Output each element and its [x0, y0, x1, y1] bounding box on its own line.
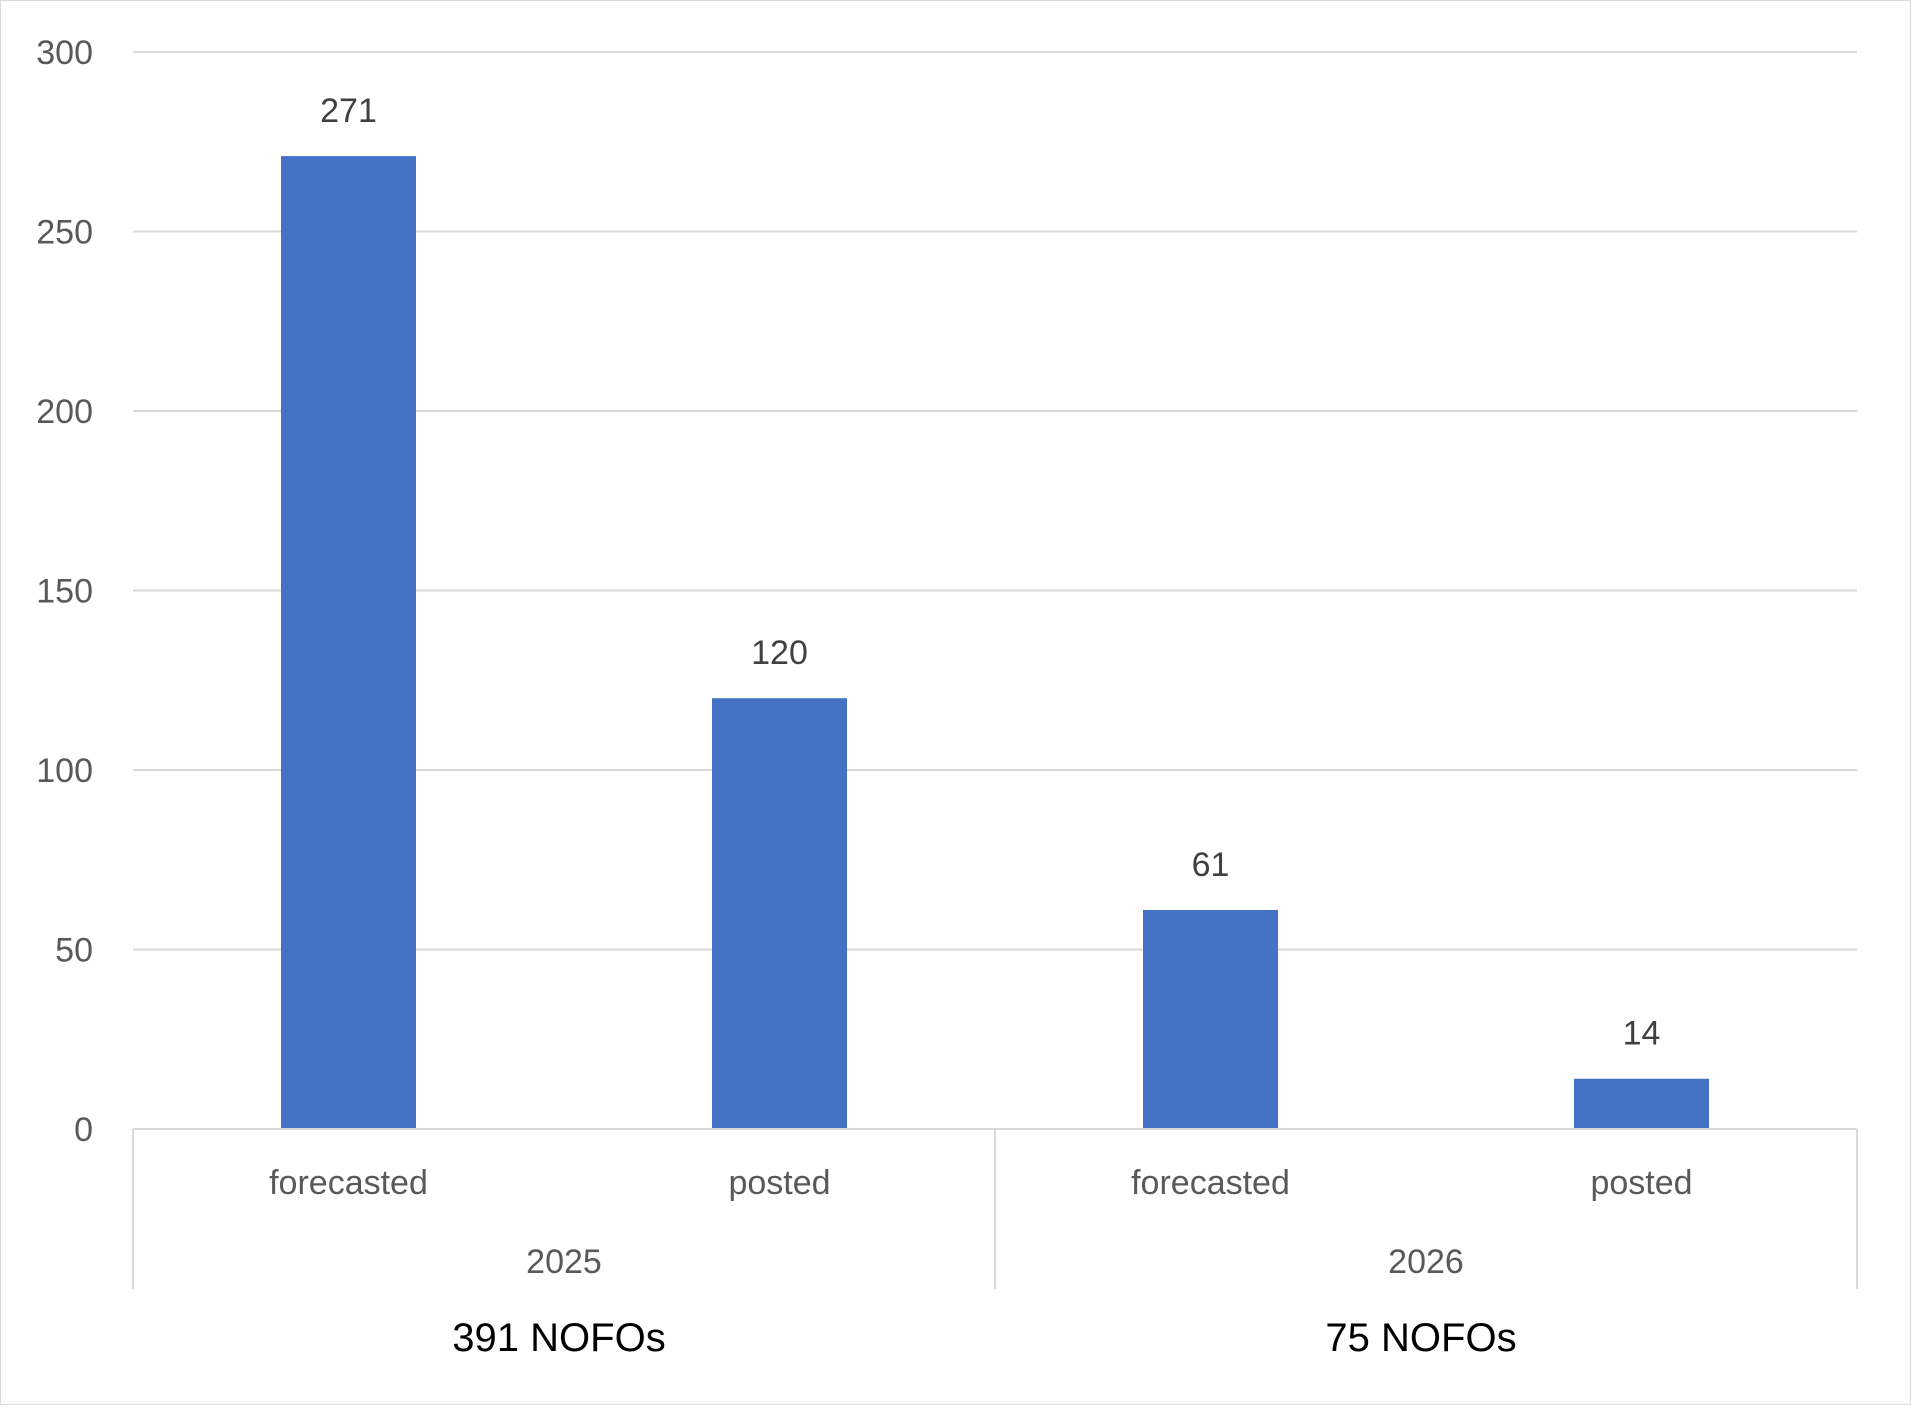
y-axis-tick-labels: 0 50 100 150 200 250 300: [36, 34, 93, 1149]
y-tick-label: 150: [36, 573, 93, 611]
bar-2026-forecasted: [1143, 910, 1278, 1129]
bars: [281, 156, 1709, 1130]
bar-2026-posted: [1574, 1078, 1709, 1129]
x-category-label: posted: [728, 1164, 830, 1202]
group-totals: 391 NOFOs 75 NOFOs: [452, 1316, 1516, 1360]
y-tick-label: 250: [36, 214, 93, 252]
x-category-label: forecasted: [269, 1164, 428, 1202]
y-tick-label: 300: [36, 34, 93, 72]
bar-2025-forecasted: [281, 156, 416, 1130]
x-category-label: forecasted: [1131, 1164, 1290, 1202]
x-group-label: 2025: [526, 1243, 602, 1281]
x-axis: forecasted posted 2025 forecasted posted 2026: [132, 1128, 1858, 1289]
data-label: 120: [751, 634, 808, 672]
y-tick-label: 200: [36, 393, 93, 431]
x-category-label: posted: [1590, 1164, 1692, 1202]
y-tick-label: 50: [55, 932, 93, 970]
data-label: 271: [320, 92, 377, 130]
data-label: 14: [1623, 1015, 1661, 1053]
y-tick-label: 100: [36, 752, 93, 790]
group-total-annotation: 75 NOFOs: [1325, 1316, 1516, 1360]
bar-2025-posted: [712, 698, 847, 1129]
data-label: 61: [1192, 846, 1230, 884]
x-group-label: 2026: [1388, 1243, 1464, 1281]
data-labels: 271 120 61 14: [320, 92, 1660, 1053]
y-tick-label: 0: [74, 1111, 93, 1149]
gridlines: [133, 51, 1857, 951]
group-total-annotation: 391 NOFOs: [452, 1316, 665, 1360]
